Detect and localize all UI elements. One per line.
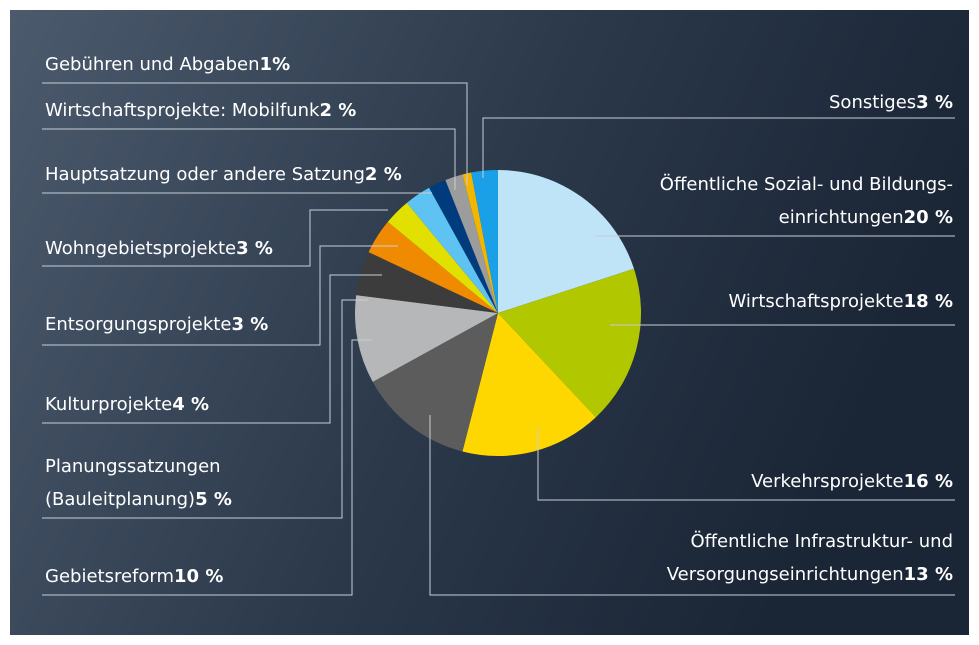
slice-label: Wirtschaftsprojekte18 % [729, 291, 953, 312]
pie-slice [356, 252, 498, 313]
slice-label: einrichtungen20 % [779, 207, 953, 228]
label-text: (Bauleitplanung) [45, 489, 195, 510]
label-text: Kulturprojekte [45, 394, 172, 415]
value-label: 2 % [319, 100, 356, 121]
pie-slice [429, 180, 498, 313]
value-label: 2 % [365, 164, 402, 185]
value-label: 3 % [236, 238, 273, 259]
value-label: 4 % [172, 394, 209, 415]
slice-label: Wohngebietsprojekte3 % [45, 238, 273, 259]
leader-line [537, 428, 955, 501]
value-label: 5 % [195, 489, 232, 510]
value-label: 16 % [904, 471, 953, 492]
label-text: Versorgungseinrichtungen [667, 564, 904, 585]
leader-line [42, 209, 388, 267]
label-text: Entsorgungsprojekte [45, 314, 231, 335]
slice-label: Öffentliche Infrastruktur- und [690, 530, 953, 552]
value-label: 3 % [231, 314, 268, 335]
slice-label: Sonstiges3 % [829, 92, 953, 113]
pie-slice [498, 170, 635, 313]
value-label: 13 % [904, 564, 953, 585]
leader-line [42, 82, 468, 185]
label-text: Sonstiges [829, 92, 916, 113]
pie-slice [471, 170, 498, 313]
leader-line [42, 274, 382, 424]
value-label: 20 % [904, 207, 953, 228]
pie-slice [406, 187, 498, 313]
pie-slice [372, 313, 498, 452]
slice-label: Verkehrsprojekte16 % [751, 471, 953, 492]
label-text: Verkehrsprojekte [751, 471, 904, 492]
label-text: Wirtschaftsprojekte: Mobilfunk [45, 100, 320, 121]
label-text: Planungssatzungen [45, 456, 221, 477]
leader-line [42, 245, 398, 346]
pie-slice [355, 295, 498, 382]
slice-label: Kulturprojekte4 % [45, 394, 209, 415]
pie-slice [368, 221, 498, 313]
slice-label: Planungssatzungen [45, 456, 221, 477]
label-text: Wirtschaftsprojekte [729, 291, 904, 312]
pie-slice [445, 174, 498, 313]
slice-label: (Bauleitplanung)5 % [45, 489, 232, 510]
pie-slice [462, 313, 596, 456]
slice-label: Gebietsreform10 % [45, 566, 223, 587]
pie-slice [498, 268, 642, 418]
leader-line [482, 117, 955, 178]
value-label: 18 % [904, 291, 953, 312]
leader-line [42, 299, 368, 519]
slice-label: Versorgungseinrichtungen13 % [667, 564, 953, 585]
value-label: 10 % [174, 566, 223, 587]
slice-label: Wirtschaftsprojekte: Mobilfunk2 % [45, 100, 356, 121]
pie-slice [462, 172, 498, 313]
pie-slice [387, 202, 498, 313]
value-label: 1% [260, 54, 291, 75]
leader-line [42, 339, 372, 596]
slice-label: Entsorgungsprojekte3 % [45, 314, 268, 335]
label-text: Gebietsreform [45, 566, 174, 587]
leader-line [42, 128, 456, 190]
label-text: Hauptsatzung oder andere Satzung [45, 164, 365, 185]
leader-line [429, 415, 955, 596]
slice-label: Gebühren und Abgaben1% [45, 54, 290, 75]
slice-label: Hauptsatzung oder andere Satzung2 % [45, 164, 402, 185]
label-text: einrichtungen [779, 207, 904, 228]
slice-label: Öffentliche Sozial- und Bildungs- [660, 173, 953, 195]
label-text: Öffentliche Infrastruktur- und [690, 530, 953, 552]
label-text: Öffentliche Sozial- und Bildungs- [660, 173, 953, 195]
value-label: 3 % [916, 92, 953, 113]
label-text: Wohngebietsprojekte [45, 238, 236, 259]
label-text: Gebühren und Abgaben [45, 54, 260, 75]
